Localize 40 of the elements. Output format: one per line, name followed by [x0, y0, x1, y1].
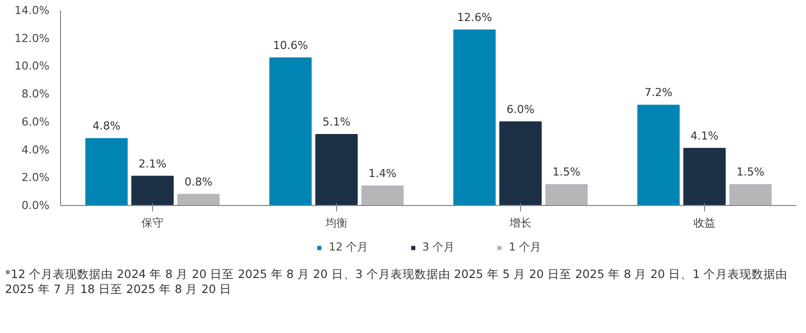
y-tick-label: 12.0% [14, 32, 50, 45]
y-tick-label: 8.0% [22, 88, 50, 101]
x-tick-label: 均衡 [324, 216, 348, 230]
text: *12 个月表现数据由 2024 年 8 月 20 日至 2025 年 8 月 20 日、3 个月表现数据由 2025 年 5 月 20 日至 2025 年 8 月 20 日、1 个月表现数据由 2025 年 7 月 18 日至 2025 年 8 月 20 日 [5, 267, 789, 297]
data-label: 10.6% [273, 38, 308, 52]
data-label: 1.5% [736, 166, 764, 179]
y-tick-label: 2.0% [22, 171, 50, 184]
data-label: 12.6% [457, 11, 492, 24]
data-label: 1.5% [552, 166, 580, 179]
x-tick-label: 收益 [694, 216, 716, 230]
data-label: 4.1% [690, 129, 718, 142]
data-label: 5.1% [322, 115, 350, 128]
legend-label: 1 个月 [508, 240, 542, 254]
bar [683, 148, 726, 206]
data-label: 0.8% [184, 175, 212, 188]
y-tick-label: 14.0% [14, 4, 50, 17]
y-tick-label: 6.0% [22, 115, 50, 128]
data-label: 7.2% [644, 86, 672, 100]
data-label: 2.1% [138, 157, 166, 170]
x-tick-label: 增长 [508, 216, 532, 230]
bar [637, 104, 680, 206]
data-label: 1.4% [368, 167, 396, 180]
y-tick-label: 0.0% [22, 199, 50, 212]
data-label: 4.8% [92, 120, 120, 133]
bar [131, 176, 174, 206]
bar [545, 184, 588, 206]
y-tick-label: 4.0% [22, 143, 50, 156]
bar [269, 57, 312, 206]
bar [177, 194, 220, 206]
data-label: 6.0% [506, 102, 534, 116]
bar [361, 186, 404, 206]
bar [315, 134, 358, 206]
bar [453, 30, 496, 206]
legend-label: 3 个月 [422, 240, 455, 254]
x-tick-label: 保守 [142, 216, 164, 230]
bar [499, 121, 542, 206]
bar [85, 138, 128, 206]
bar [729, 184, 772, 206]
legend-label: 12 个月 [328, 240, 368, 254]
y-tick-label: 10.0% [14, 60, 50, 73]
